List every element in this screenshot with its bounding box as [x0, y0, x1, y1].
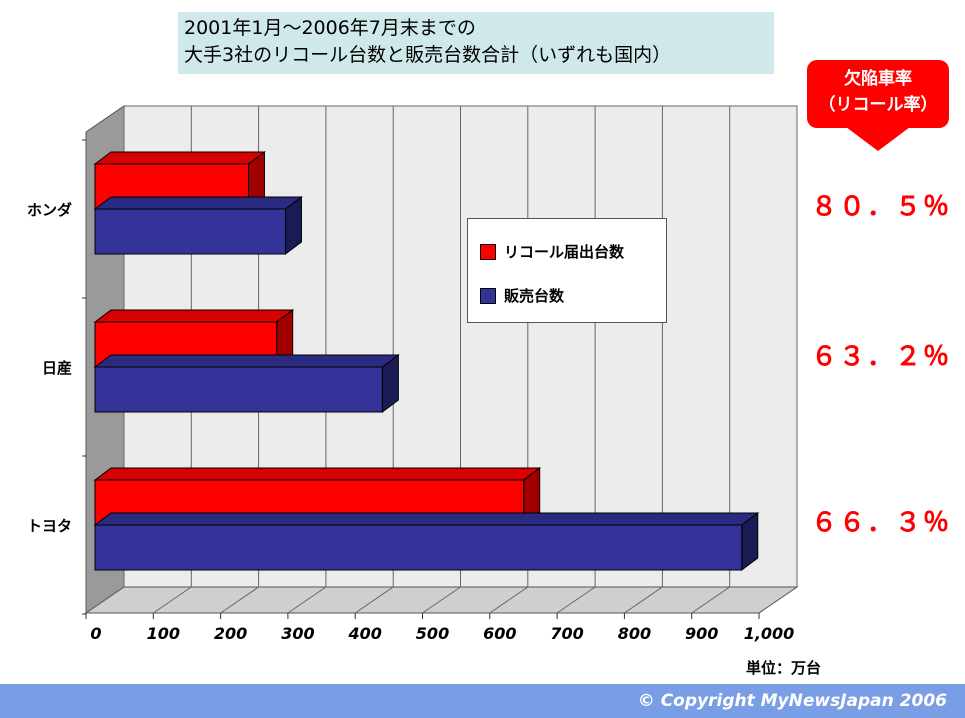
bar-top: [93, 354, 400, 368]
floor-gridline: [85, 586, 125, 614]
bars: [93, 151, 760, 571]
recall-rate-header: 欠陥車率 （リコール率）: [807, 60, 949, 128]
bar-front: [94, 366, 383, 413]
legend-label-recall: リコール届出台数: [504, 243, 625, 261]
legend-item-recall: リコール届出台数: [480, 241, 624, 262]
x-tick-label: 300: [281, 624, 314, 643]
rate-header-line-2: （リコール率）: [818, 95, 938, 115]
bar-chart: 0 100 200 300 400 500 600 700 800 900 1,000 ホンダ日産ト…: [27, 105, 799, 643]
bar-top: [93, 467, 542, 481]
rate-toyota: ６６．３％: [810, 508, 951, 538]
x-tick-label: 700: [550, 624, 583, 643]
unit-label: 単位：万台: [746, 659, 822, 677]
floor-gridline: [153, 586, 192, 614]
bar-front: [94, 524, 743, 571]
x-tick-label: 900: [685, 624, 718, 643]
legend-swatch-recall: [480, 243, 496, 260]
legend-swatch-sales: [480, 287, 496, 304]
bar-top: [93, 151, 266, 165]
bar-top: [93, 196, 303, 210]
floor-gridline: [287, 586, 327, 614]
bar-top: [93, 309, 295, 323]
category-label: トヨタ: [27, 517, 72, 535]
legend-item-sales: 販売台数: [480, 285, 564, 306]
floor-gridline: [624, 586, 663, 614]
title-line-1: 2001年1月～2006年7月末までの: [184, 17, 476, 39]
floor-gridline: [354, 586, 394, 614]
copyright-text: © Copyright MyNewsJapan 2006: [637, 691, 947, 711]
floor-gridline: [556, 586, 596, 614]
category-label: ホンダ: [27, 201, 72, 219]
legend-label-sales: 販売台数: [504, 287, 565, 305]
x-tick-label: 0: [90, 624, 101, 643]
down-arrow-icon: [846, 127, 910, 151]
floor-gridline: [758, 586, 798, 614]
floor-gridline: [691, 586, 730, 614]
title-line-2: 大手3社のリコール台数と販売台数合計（いずれも国内）: [184, 44, 672, 66]
chart-title: 2001年1月～2006年7月末までの 大手3社のリコール台数と販売台数合計（い…: [178, 12, 774, 74]
floor-gridline: [489, 586, 529, 614]
x-tick-label: 400: [347, 624, 381, 643]
floor-gridline: [422, 586, 461, 614]
footer-bar: © Copyright MyNewsJapan 2006: [0, 684, 965, 718]
bar-2-1: [93, 512, 760, 571]
legend: リコール届出台数 販売台数: [467, 218, 667, 323]
bar-0-1: [93, 196, 303, 255]
x-tick-label: 800: [618, 624, 651, 643]
x-tick-label: 1,000: [744, 624, 795, 643]
rate-nissan: ６３．２％: [810, 342, 951, 372]
x-tick-label: 500: [416, 624, 449, 643]
floor-gridline: [220, 586, 259, 614]
bar-front: [94, 208, 286, 255]
x-tick-label: 600: [483, 624, 516, 643]
bar-top: [93, 512, 760, 526]
x-tick-label: 100: [147, 624, 180, 643]
x-tick-label: 200: [214, 624, 247, 643]
category-label: 日産: [42, 359, 72, 377]
rate-honda: ８０．５％: [810, 192, 951, 222]
rate-header-line-1: 欠陥車率: [844, 69, 912, 89]
bar-1-1: [93, 354, 400, 413]
x-axis-ticks: 0 100 200 300 400 500 600 700 800 900 1,000: [90, 624, 794, 643]
